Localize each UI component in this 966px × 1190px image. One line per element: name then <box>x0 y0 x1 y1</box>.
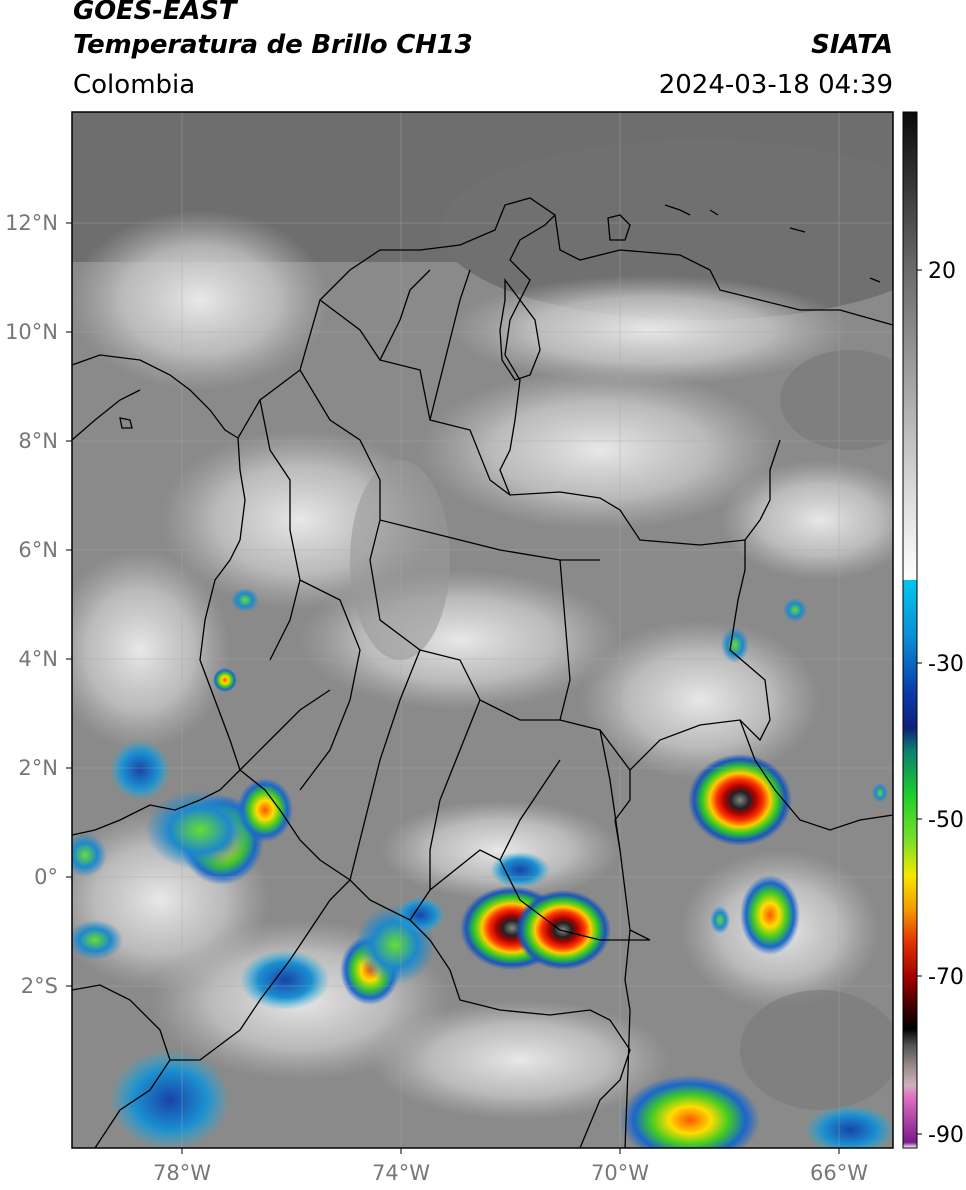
lat-tick-label: 4°N <box>18 647 58 671</box>
lat-tick-label: 6°N <box>18 538 58 562</box>
satellite-imagery <box>72 112 893 1148</box>
colorbar-tick-label: 20 <box>928 259 956 284</box>
lat-tick-label: 0° <box>34 865 58 889</box>
lon-tick-label: 78°W <box>153 1161 211 1185</box>
colorbar-cold-segment <box>903 580 917 1148</box>
map-graticule <box>72 112 893 1148</box>
map-boundaries <box>72 197 893 1148</box>
colorbar: 20 -30 -50 -70 -90 <box>902 111 964 1149</box>
colorbar-tick-label: -70 <box>928 965 964 990</box>
lon-tick-label: 74°W <box>372 1161 430 1185</box>
organization-label: SIATA <box>811 30 893 60</box>
colorbar-tick-label: -50 <box>928 808 964 833</box>
longitude-axis: 78°W 74°W 70°W 66°W <box>153 1148 868 1185</box>
colorbar-tick-label: -30 <box>928 652 964 677</box>
lat-tick-label: 8°N <box>18 429 58 453</box>
colorbar-warm-segment <box>903 112 917 580</box>
map-frame <box>71 111 894 1149</box>
lat-tick-label: 10°N <box>5 320 58 344</box>
lat-tick-label: 2°S <box>21 974 58 998</box>
product-title: Temperatura de Brillo CH13 <box>73 30 473 60</box>
satellite-title: GOES-EAST <box>73 0 237 26</box>
lat-tick-label: 2°N <box>18 756 58 780</box>
datetime-label: 2024-03-18 04:39 <box>658 70 893 100</box>
lon-tick-label: 70°W <box>591 1161 649 1185</box>
lat-tick-label: 12°N <box>5 211 58 235</box>
colorbar-tick-label: -90 <box>928 1123 964 1148</box>
lon-tick-label: 66°W <box>810 1161 868 1185</box>
region-label: Colombia <box>73 70 196 100</box>
latitude-axis: 12°N 10°N 8°N 6°N 4°N 2°N 0° 2°S <box>5 211 72 998</box>
